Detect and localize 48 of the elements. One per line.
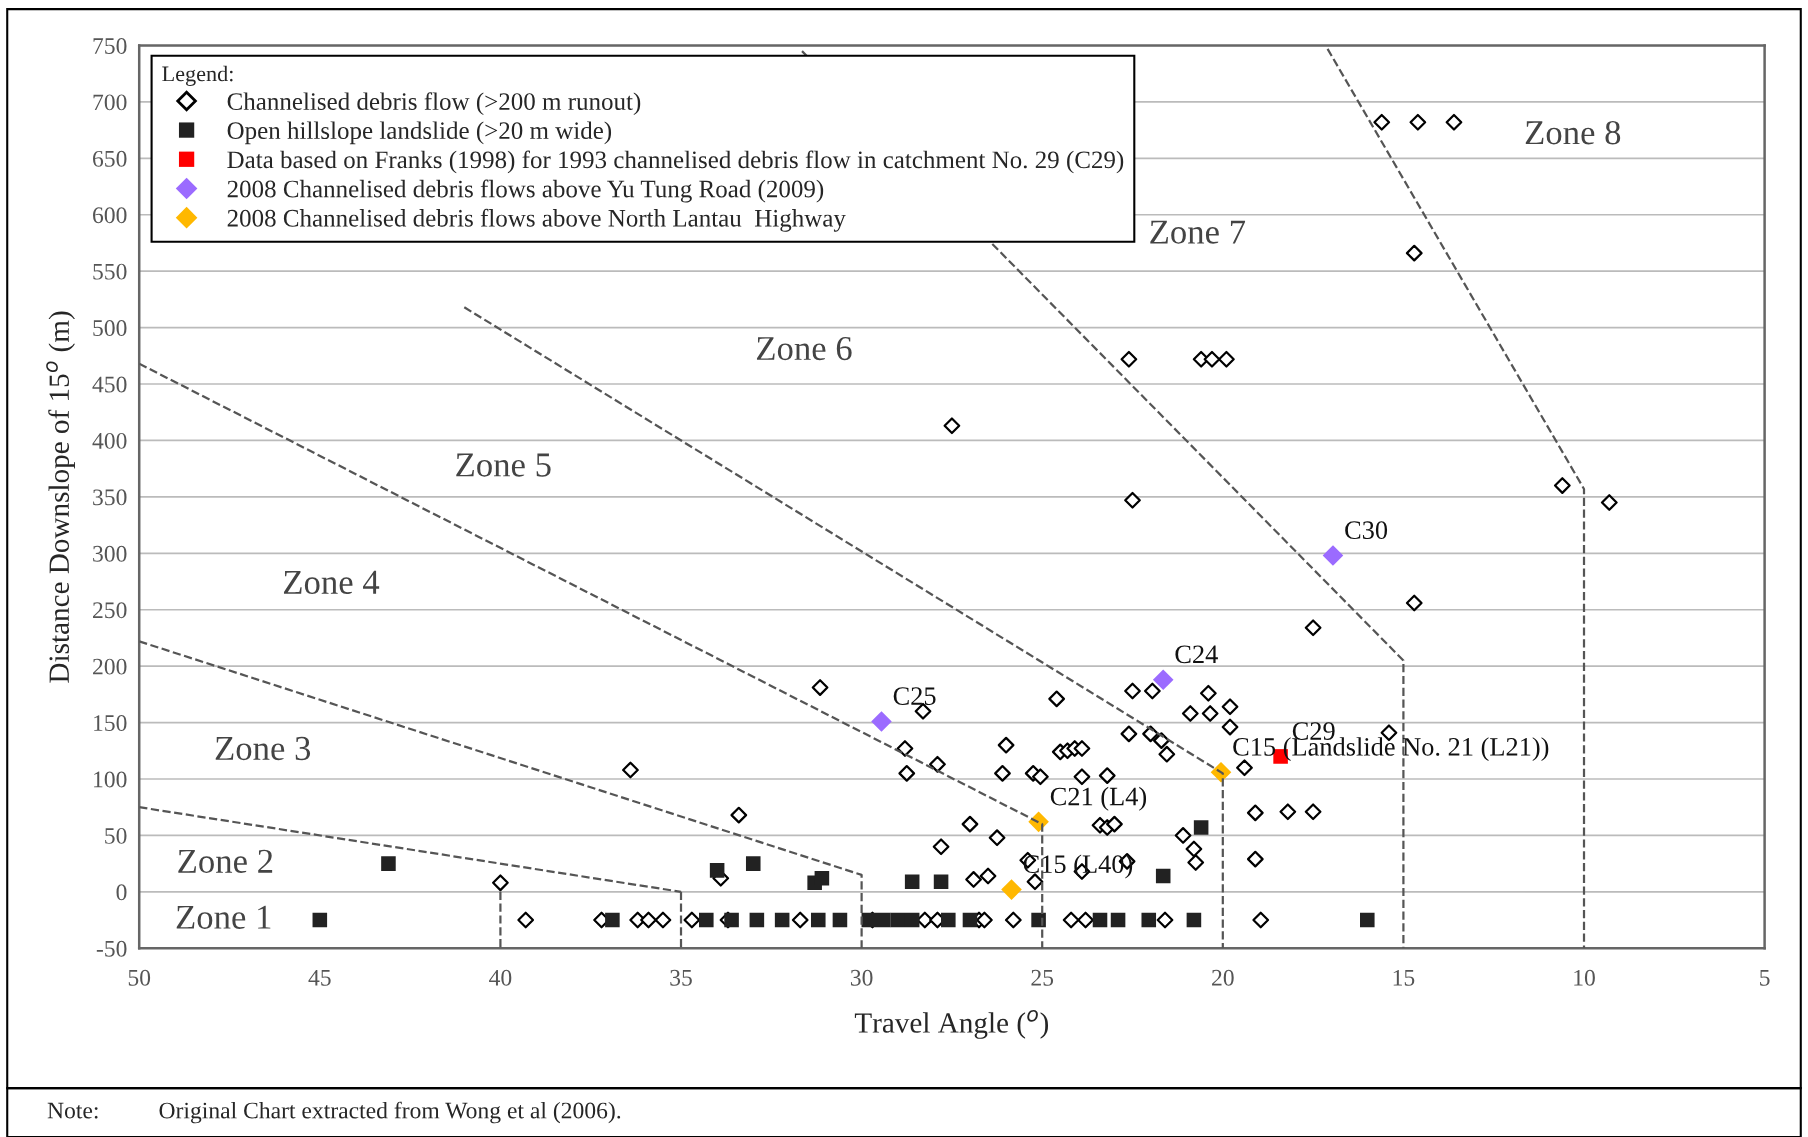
annotation: C24 <box>1175 645 1218 664</box>
x-tick-label: 25 <box>1031 969 1054 986</box>
y-tick-label: 400 <box>92 432 127 449</box>
y-axis-title: Distance Downslope of 15$^{o}$ (m) <box>46 311 75 683</box>
x-tick-label: 10 <box>1574 969 1595 986</box>
x-axis-title: Travel Angle ($^{o}$) <box>854 1009 1049 1039</box>
annotation: Zone 1 <box>176 905 271 929</box>
legend-label: 2008 Channelised debris flows above North Lantau Highway <box>227 208 846 232</box>
y-tick-label: 550 <box>93 263 127 280</box>
annotation: Zone 4 <box>283 570 380 595</box>
y-tick-label: 600 <box>93 207 127 224</box>
legend-label: Channelised debris flow (>200 m runout) <box>227 92 641 116</box>
text: Note: Original Chart extracted from Wong et al (2006). <box>47 1101 621 1124</box>
y-tick-label: 50 <box>105 827 127 844</box>
y-tick-label: -50 <box>96 940 127 957</box>
x-tick-label: 40 <box>489 969 512 986</box>
y-tick-label: 700 <box>93 94 127 111</box>
annotation: C25 <box>893 687 936 705</box>
legend-label: Open hillslope landslide (>20 m wide) <box>227 121 612 145</box>
annotation: C30 <box>1345 521 1388 540</box>
legend-label: Data based on Franks (1998) for 1993 channelised debris flow in catchment No. 29 (C29) <box>227 150 1124 174</box>
y-tick-label: 150 <box>94 715 127 731</box>
y-tick-label: 0 <box>116 884 127 901</box>
y-tick-label: 300 <box>93 545 127 562</box>
x-tick-label: 20 <box>1212 969 1234 986</box>
y-tick-label: 350 <box>93 489 127 506</box>
y-tick-label: 500 <box>93 320 127 337</box>
x-tick-label: 30 <box>850 969 873 986</box>
y-tick-label: 750 <box>93 37 127 54</box>
y-tick-label: 200 <box>93 658 127 675</box>
x-tick-label: 45 <box>308 969 331 986</box>
annotation: Zone 8 <box>1525 121 1621 145</box>
x-tick-label: 15 <box>1393 969 1415 986</box>
annotation: Zone 7 <box>1150 220 1246 244</box>
annotation: Zone 5 <box>456 453 551 477</box>
annotation: Zone 3 <box>215 736 311 761</box>
legend-title: Legend: <box>162 65 233 86</box>
y-tick-label: 250 <box>93 602 127 619</box>
annotation: Zone 6 <box>756 336 852 361</box>
y-tick-label: 100 <box>94 771 127 788</box>
y-tick-label: 650 <box>93 150 127 167</box>
x-tick-label: 35 <box>670 969 692 986</box>
annotation: Zone 2 <box>178 849 273 873</box>
y-tick-label: 450 <box>92 376 127 393</box>
x-tick-label: 50 <box>128 969 151 986</box>
annotation: C21 (L4) <box>1050 786 1147 811</box>
legend-label: 2008 Channelised debris flows above Yu Tung Road (2009) <box>227 179 824 203</box>
x-tick-label: 5 <box>1760 970 1770 986</box>
